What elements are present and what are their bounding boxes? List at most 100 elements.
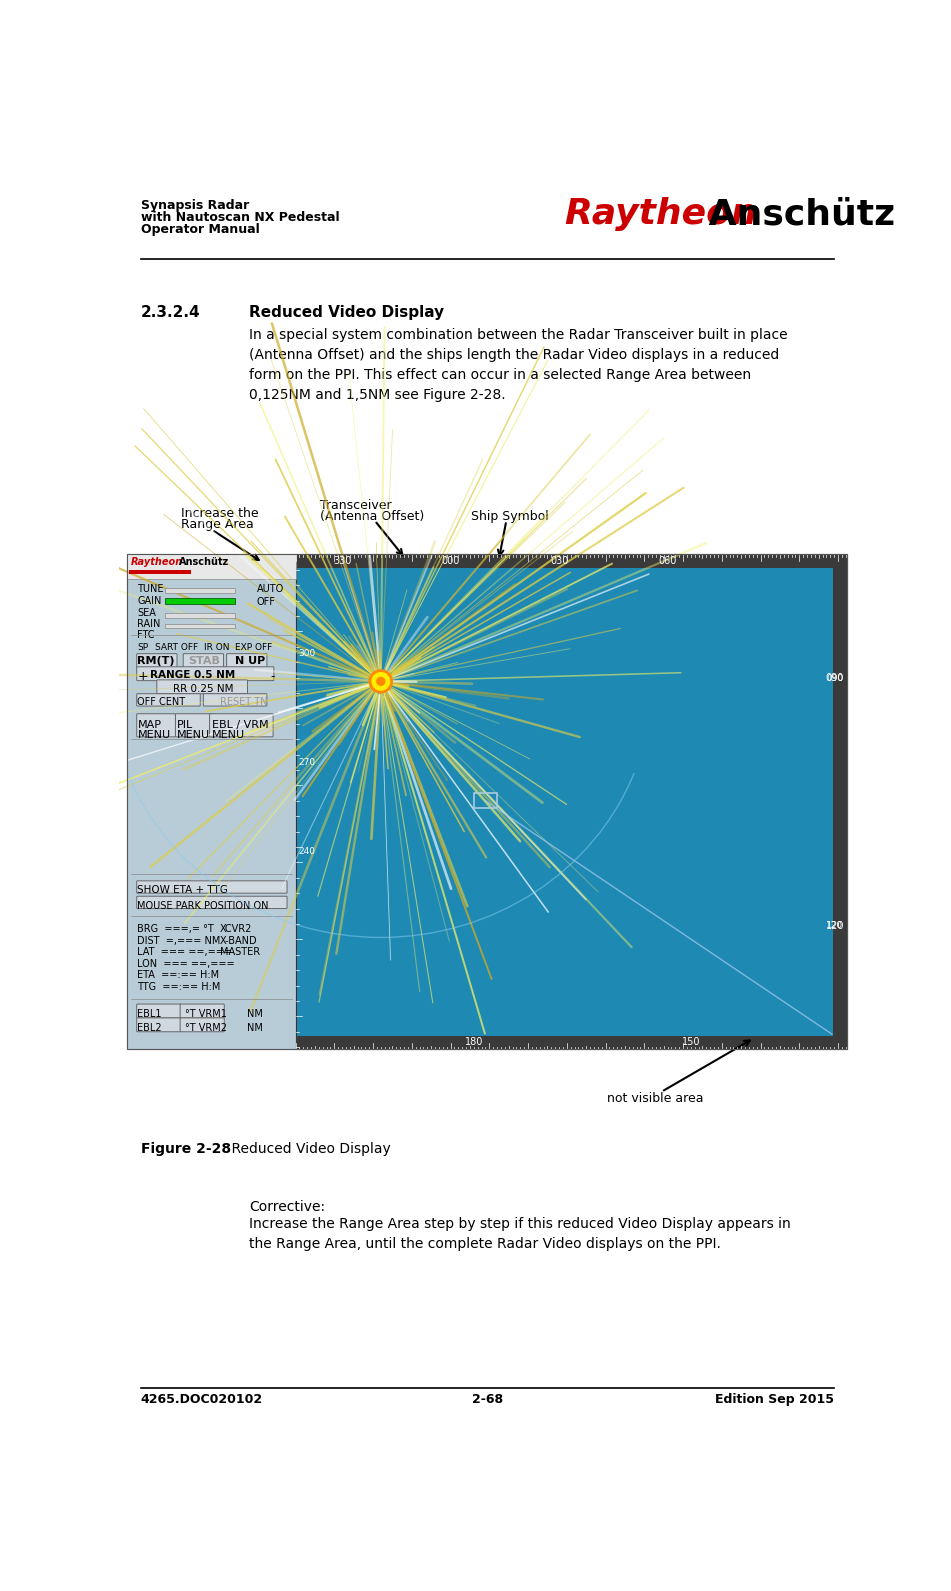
Text: Corrective:: Corrective: (249, 1200, 325, 1214)
Text: Synapsis Radar: Synapsis Radar (141, 199, 249, 212)
Bar (126, 554, 296, 1050)
Bar (296, 1036, 847, 1050)
FancyBboxPatch shape (137, 667, 274, 681)
Bar (165, 613, 235, 617)
Text: RANGE 0.5 NM: RANGE 0.5 NM (150, 670, 235, 679)
Text: Raytheon: Raytheon (565, 197, 757, 231)
Text: not visible area: not visible area (607, 1091, 704, 1104)
Text: (Antenna Offset): (Antenna Offset) (320, 511, 425, 523)
Text: SART OFF: SART OFF (154, 643, 198, 652)
Text: Ship Symbol: Ship Symbol (472, 511, 550, 523)
Bar (165, 598, 235, 605)
Text: MENU: MENU (212, 730, 245, 740)
Text: STAB: STAB (188, 655, 221, 667)
Text: 2.3.2.4: 2.3.2.4 (141, 305, 201, 320)
Text: SHOW ETA + TTG: SHOW ETA + TTG (138, 886, 228, 896)
Text: MAP: MAP (138, 719, 162, 730)
FancyBboxPatch shape (180, 1004, 224, 1018)
Text: LAT  === ==,===: LAT === ==,=== (138, 947, 232, 958)
FancyBboxPatch shape (204, 694, 267, 706)
Text: Increase the Range Area step by step if this reduced Video Display appears in: Increase the Range Area step by step if … (249, 1217, 791, 1230)
Text: OFF: OFF (257, 597, 276, 606)
Text: 030: 030 (550, 555, 569, 566)
Text: 2-68: 2-68 (472, 1392, 503, 1406)
Text: 180: 180 (465, 1037, 483, 1047)
Text: OFF CENT: OFF CENT (138, 697, 185, 706)
Text: Edition Sep 2015: Edition Sep 2015 (715, 1392, 834, 1406)
Text: In a special system combination between the Radar Transceiver built in place: In a special system combination between … (249, 328, 787, 342)
Bar (165, 624, 235, 628)
Text: °T VRM1: °T VRM1 (184, 1009, 226, 1018)
Text: Reduced Video Display: Reduced Video Display (214, 1142, 391, 1157)
Text: 000: 000 (441, 555, 459, 566)
Text: BRG  ===,= °T: BRG ===,= °T (138, 924, 214, 934)
Text: SP: SP (138, 643, 148, 652)
Text: AUTO: AUTO (257, 584, 284, 593)
Circle shape (370, 671, 392, 692)
Text: 060: 060 (658, 555, 677, 566)
Text: (Antenna Offset) and the ships length the Radar Video displays in a reduced: (Antenna Offset) and the ships length th… (249, 348, 779, 363)
Text: 4265.DOC020102: 4265.DOC020102 (141, 1392, 262, 1406)
Text: 0,125NM and 1,5NM see Figure 2-28.: 0,125NM and 1,5NM see Figure 2-28. (249, 388, 506, 403)
FancyBboxPatch shape (226, 654, 267, 668)
Text: +: + (138, 670, 148, 683)
FancyBboxPatch shape (184, 654, 223, 668)
Text: RESET TN: RESET TN (220, 697, 267, 706)
Text: PIL: PIL (177, 719, 193, 730)
Text: Figure 2-28: Figure 2-28 (141, 1142, 231, 1157)
Text: LON  === ==,===: LON === ==,=== (138, 959, 235, 969)
Text: XCVR2: XCVR2 (220, 924, 252, 934)
Text: EXP OFF: EXP OFF (235, 643, 272, 652)
FancyBboxPatch shape (137, 694, 201, 706)
Text: SEA: SEA (138, 608, 156, 619)
Text: 120: 120 (825, 921, 844, 931)
FancyBboxPatch shape (137, 654, 177, 668)
Bar (165, 589, 235, 593)
Text: TTG  ==:== H:M: TTG ==:== H:M (138, 982, 221, 991)
Text: 090: 090 (825, 673, 844, 683)
Text: 300: 300 (299, 649, 316, 659)
Text: N UP: N UP (235, 655, 265, 667)
Text: 270: 270 (299, 757, 316, 767)
Text: -: - (270, 670, 275, 683)
Text: Range Area: Range Area (181, 519, 254, 531)
Text: Raytheon: Raytheon (130, 557, 183, 568)
Text: EBL1: EBL1 (138, 1009, 162, 1018)
Bar (296, 554, 847, 568)
Text: NM: NM (246, 1023, 262, 1033)
Bar (296, 554, 847, 1050)
Text: DIST  =,=== NM: DIST =,=== NM (138, 936, 221, 945)
Text: 150: 150 (682, 1037, 700, 1047)
FancyBboxPatch shape (137, 1018, 181, 1031)
Text: form on the PPI. This effect can occur in a selected Range Area between: form on the PPI. This effect can occur i… (249, 368, 751, 382)
FancyBboxPatch shape (137, 896, 287, 908)
Text: RR 0.25 NM: RR 0.25 NM (173, 684, 234, 694)
Text: TUNE: TUNE (138, 584, 164, 593)
Text: Anschütz: Anschütz (180, 557, 229, 568)
FancyBboxPatch shape (137, 714, 175, 737)
Text: Increase the: Increase the (181, 506, 259, 520)
Text: 330: 330 (333, 555, 351, 566)
Text: MENU: MENU (177, 730, 210, 740)
Text: ETA  ==:== H:M: ETA ==:== H:M (138, 971, 220, 980)
Text: Anschütz: Anschütz (696, 197, 896, 231)
Text: FTC: FTC (138, 630, 155, 640)
Text: 090: 090 (826, 673, 844, 683)
Text: NM: NM (246, 1009, 262, 1018)
FancyBboxPatch shape (175, 714, 214, 737)
Text: MOUSE PARK POSITION ON: MOUSE PARK POSITION ON (138, 901, 269, 912)
Circle shape (377, 676, 385, 686)
Text: Transceiver: Transceiver (320, 500, 392, 512)
Text: EBL / VRM: EBL / VRM (212, 719, 268, 730)
Text: MENU: MENU (138, 730, 170, 740)
Text: 120: 120 (826, 921, 844, 931)
Text: IR ON: IR ON (204, 643, 229, 652)
Bar (474, 792, 497, 808)
Text: 240: 240 (299, 846, 316, 856)
Text: MASTER: MASTER (220, 947, 260, 958)
Text: X-BAND: X-BAND (220, 936, 258, 945)
FancyBboxPatch shape (209, 714, 273, 737)
Text: the Range Area, until the complete Radar Video displays on the PPI.: the Range Area, until the complete Radar… (249, 1236, 721, 1251)
Text: GAIN: GAIN (138, 597, 162, 606)
FancyBboxPatch shape (180, 1018, 224, 1031)
